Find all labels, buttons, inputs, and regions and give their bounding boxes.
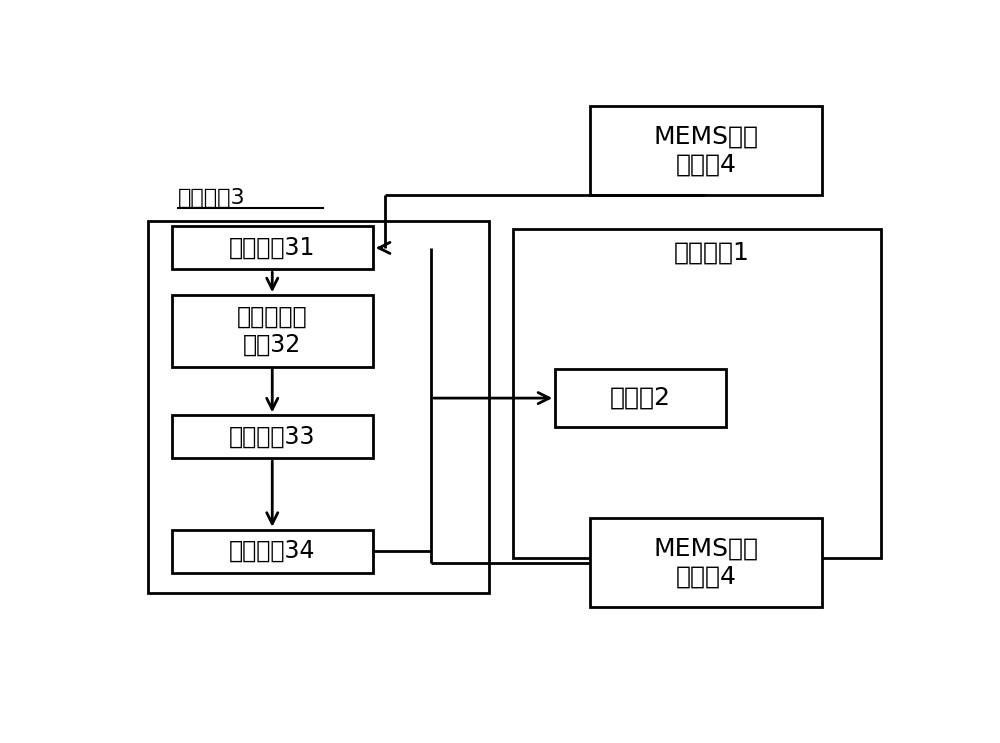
- FancyBboxPatch shape: [555, 369, 726, 426]
- Text: 控制系统3: 控制系统3: [178, 187, 245, 207]
- FancyBboxPatch shape: [590, 519, 822, 607]
- FancyBboxPatch shape: [590, 106, 822, 195]
- FancyBboxPatch shape: [172, 530, 373, 573]
- FancyBboxPatch shape: [172, 295, 373, 366]
- Text: MEMS气压
传感刨4: MEMS气压 传感刨4: [654, 536, 759, 588]
- Text: 比较模块33: 比较模块33: [229, 425, 316, 449]
- FancyBboxPatch shape: [172, 227, 373, 270]
- FancyBboxPatch shape: [148, 221, 489, 593]
- FancyBboxPatch shape: [512, 230, 881, 558]
- Text: MEMS气压
传感刨4: MEMS气压 传感刨4: [654, 125, 759, 177]
- FancyBboxPatch shape: [172, 415, 373, 458]
- Text: 氧容量获取
模块32: 氧容量获取 模块32: [237, 305, 308, 357]
- Text: 待检测容1: 待检测容1: [674, 240, 750, 265]
- Text: 增氧机2: 增氧机2: [610, 386, 671, 410]
- Text: 采集模块31: 采集模块31: [229, 236, 315, 260]
- Text: 控制模块34: 控制模块34: [229, 539, 316, 563]
